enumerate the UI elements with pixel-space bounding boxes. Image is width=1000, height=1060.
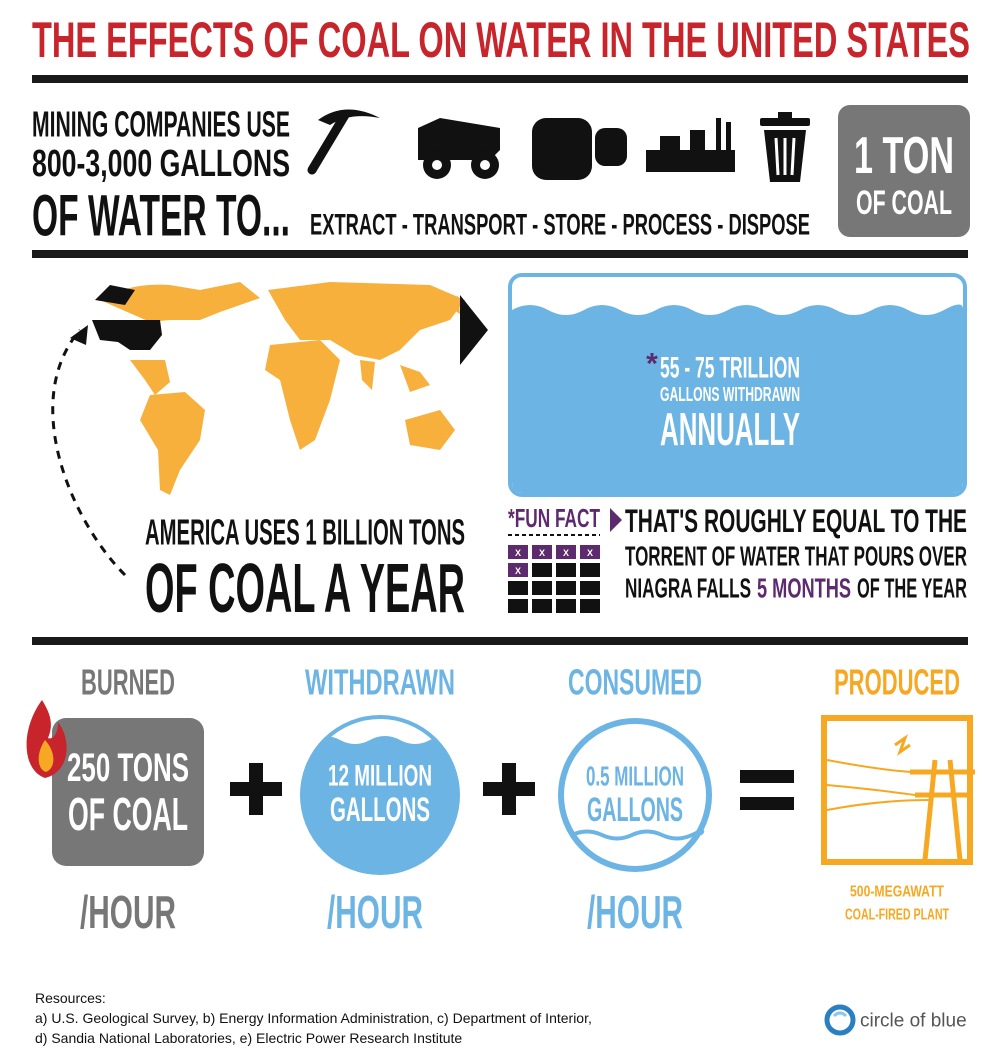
fun-fact-line: THAT'S ROUGHLY EQUAL TO THE	[625, 503, 967, 539]
calendar-cell	[532, 563, 552, 577]
rate-text: /HOUR	[587, 886, 683, 938]
water-box	[508, 273, 967, 497]
calendar: X X X XX	[508, 545, 600, 613]
consumed-circle	[558, 718, 712, 872]
calendar-cell	[580, 581, 600, 595]
calendar-cell	[580, 563, 600, 577]
calendar-cell	[556, 545, 576, 559]
calendar-cell	[580, 599, 600, 613]
mining-line: OF WATER TO...	[32, 184, 290, 249]
america-text: OF COAL A YEAR	[145, 549, 465, 627]
burned-text: 250 TONS	[67, 746, 189, 790]
water-text: GALLONS WITHDRAWN	[660, 384, 800, 406]
pointer-arrow	[610, 508, 622, 532]
equals-sign	[740, 770, 794, 810]
badge-text: 1 TON	[854, 127, 954, 185]
calendar-cell	[556, 581, 576, 595]
world-map	[51, 282, 465, 577]
plus-sign	[230, 763, 282, 815]
asterisk: *	[646, 348, 658, 381]
resources-line: a) U.S. Geological Survey, b) Energy Inf…	[35, 1010, 592, 1026]
plus-sign	[483, 763, 535, 815]
calendar-cell	[532, 581, 552, 595]
calendar-cell	[532, 599, 552, 613]
calendar-mark: X	[563, 548, 569, 558]
calendar-mark: X	[587, 548, 593, 558]
logo-text: circle of blue	[860, 1011, 967, 1032]
resources-line: d) Sandia National Laboratories, e) Elec…	[35, 1030, 462, 1046]
calendar-mark: X	[515, 548, 521, 558]
fun-fact-line: TORRENT OF WATER THAT POURS OVER	[625, 541, 967, 572]
equation-heading: BURNED	[81, 662, 175, 703]
flame-icon	[26, 700, 67, 778]
water-text: 55 - 75 TRILLION	[660, 352, 800, 385]
produced-text: 500-MEGAWATT	[850, 884, 944, 901]
title: THE EFFECTS OF COAL ON WATER IN THE UNIT…	[32, 12, 970, 68]
calendar-cell	[508, 581, 528, 595]
divider	[32, 75, 968, 83]
mining-line: MINING COMPANIES USE	[32, 104, 290, 145]
mining-line: 800-3,000 GALLONS	[32, 143, 290, 185]
process-icons	[307, 109, 810, 182]
fun-fact-line: NIAGRA FALLS	[625, 573, 751, 604]
calendar-cell	[556, 599, 576, 613]
fun-fact-highlight: 5 MONTHS	[757, 573, 851, 604]
water-text: ANNUALLY	[660, 403, 800, 455]
fun-fact-label: *FUN FACT	[508, 503, 600, 533]
burned-box	[52, 718, 204, 866]
produced-text: COAL-FIRED PLANT	[845, 907, 949, 924]
calendar-cell	[580, 545, 600, 559]
equation-heading: PRODUCED	[834, 662, 960, 703]
logo-mark	[824, 1004, 856, 1036]
calendar-cell	[508, 599, 528, 613]
divider	[32, 637, 968, 645]
america-text: AMERICA USES 1 BILLION TONS	[145, 512, 465, 553]
resources-heading: Resources:	[35, 990, 106, 1006]
calendar-cell	[556, 563, 576, 577]
fun-fact-line: OF THE YEAR	[857, 573, 967, 604]
burned-text: OF COAL	[68, 788, 188, 840]
calendar-cell	[508, 563, 528, 577]
withdrawn-text: 12 MILLION	[328, 760, 432, 793]
badge-text: OF COAL	[856, 184, 952, 222]
ton-badge	[838, 105, 970, 237]
equation-heading: CONSUMED	[568, 662, 702, 703]
rate-text: /HOUR	[327, 886, 423, 938]
calendar-cell	[508, 545, 528, 559]
divider	[32, 250, 968, 258]
process-steps: EXTRACT - TRANSPORT - STORE - PROCESS - …	[310, 209, 810, 242]
withdrawn-circle	[300, 712, 460, 875]
consumed-text: GALLONS	[587, 791, 683, 829]
power-line-icon	[821, 715, 975, 865]
withdrawn-text: GALLONS	[330, 791, 430, 829]
calendar-cell	[532, 545, 552, 559]
equation-heading: WITHDRAWN	[305, 662, 455, 703]
calendar-mark: X	[515, 566, 521, 576]
pointer-arrow	[460, 295, 488, 365]
consumed-text: 0.5 MILLION	[586, 761, 684, 792]
rate-text: /HOUR	[80, 886, 176, 938]
calendar-mark: X	[539, 548, 545, 558]
